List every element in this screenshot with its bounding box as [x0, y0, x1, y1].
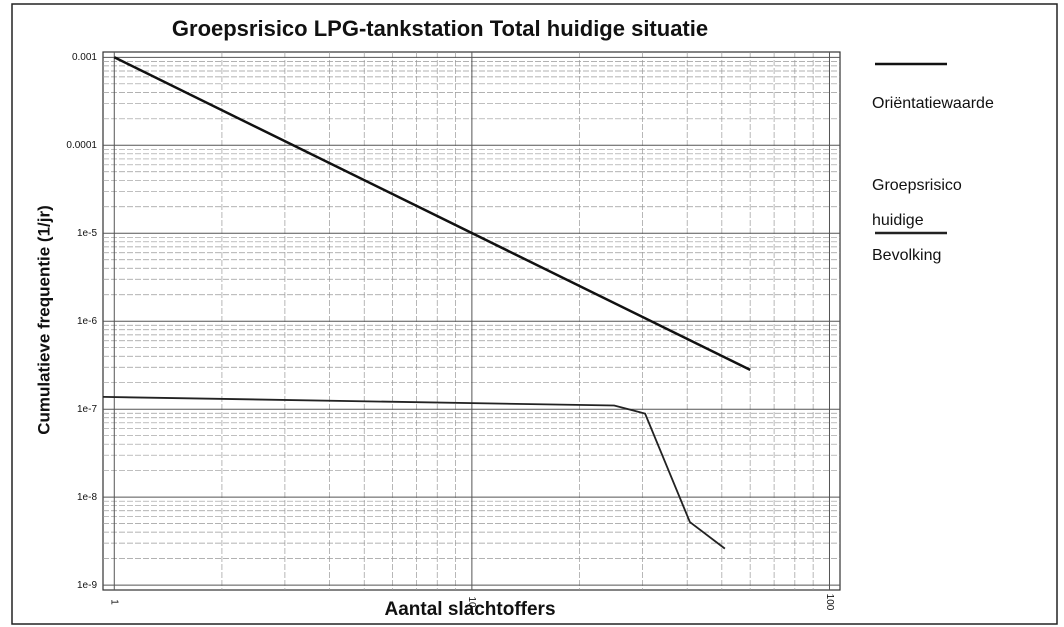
x-axis-label: Aantal slachtoffers — [384, 599, 555, 620]
legend-label: Oriëntatiewaarde — [872, 95, 994, 112]
y-tick-label: 1e-9 — [77, 580, 97, 591]
y-tick-label: 1e-7 — [77, 404, 97, 415]
x-tick-label: 100 — [824, 594, 835, 611]
x-tick-label: 10 — [466, 596, 477, 608]
data-line — [113, 56, 751, 372]
y-axis-label: Cumulatieve frequentie (1/jr) — [34, 205, 53, 435]
x-tick-label: 1 — [109, 599, 120, 605]
y-tick-label: 0.0001 — [66, 140, 97, 151]
legend-label: Groepsrisico huidige Bevolking — [872, 177, 962, 264]
chart-title: Groepsrisico LPG-tankstation Total huidi… — [172, 16, 708, 41]
y-tick-label: 1e-5 — [77, 228, 97, 239]
y-tick-label: 1e-6 — [77, 316, 97, 327]
frame — [11, 3, 1058, 625]
y-tick-label: 1e-8 — [77, 492, 97, 503]
data-line — [102, 396, 726, 550]
y-tick-label: 0.001 — [72, 52, 97, 63]
